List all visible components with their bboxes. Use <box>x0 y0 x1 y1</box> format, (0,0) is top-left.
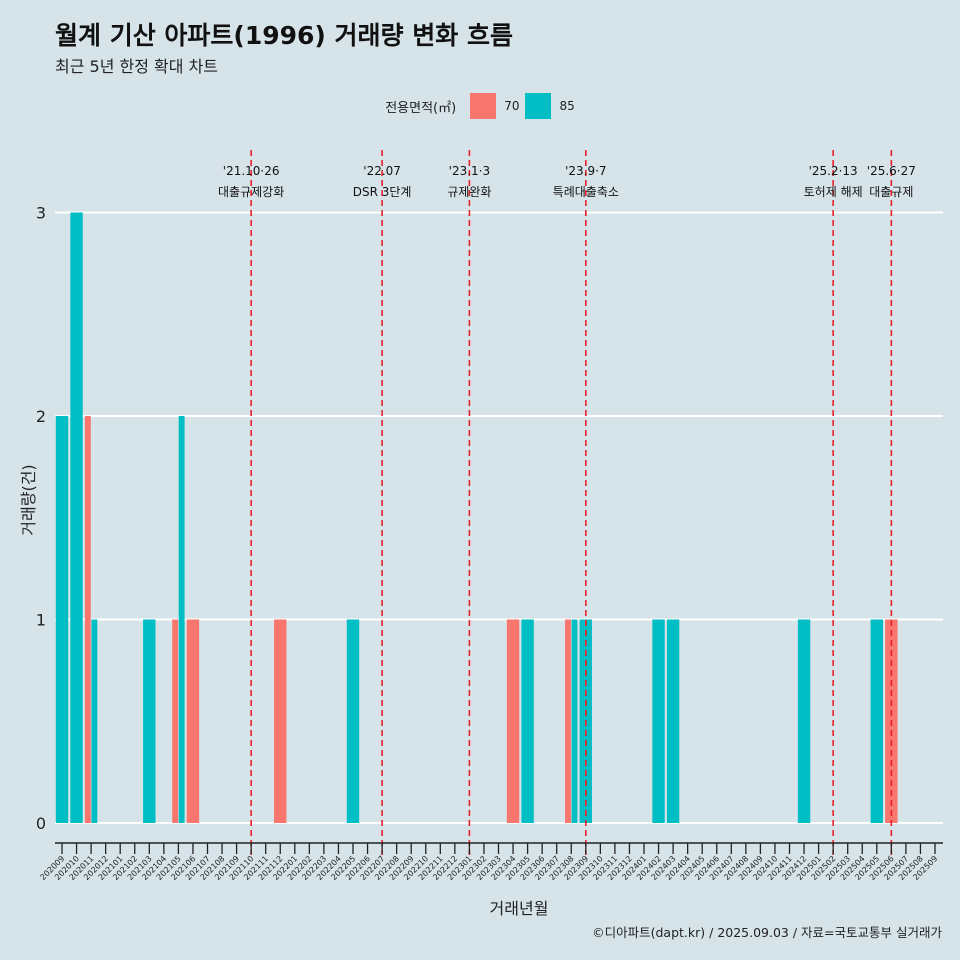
bar-70-202308 <box>565 619 571 823</box>
event-label-202207-0: '22.07 <box>363 164 401 178</box>
bar-85-202308 <box>571 619 578 823</box>
legend-item-70: 70 <box>470 93 519 119</box>
source-caption: ©디아파트(dapt.kr) / 2025.09.03 / 자료=국토교통부 실… <box>592 925 942 940</box>
event-label-202110-1: 대출규제강화 <box>218 185 284 199</box>
chart-title: 월계 기산 아파트(1996) 거래량 변화 흐름 <box>55 21 513 50</box>
legend-label-85: 85 <box>559 99 575 113</box>
legend-swatch-85 <box>525 93 552 119</box>
bar-70-202106 <box>186 619 200 823</box>
bar-85-202011 <box>91 619 98 823</box>
event-label-202506-0: '25.6·27 <box>867 164 916 178</box>
bar-85-202412 <box>797 619 811 823</box>
legend-title: 전용면적(㎡) <box>385 100 457 116</box>
event-label-202301-0: '23.1·3 <box>449 164 490 178</box>
bar-85-202010 <box>70 212 83 823</box>
bar-70-202112 <box>274 619 287 823</box>
bar-70-202304 <box>506 619 520 823</box>
event-label-202110-0: '21.10·26 <box>223 164 280 178</box>
event-label-202207-1: DSR 3단계 <box>353 185 412 199</box>
bar-85-202402 <box>652 619 665 823</box>
y-tick-label-3: 3 <box>36 204 46 223</box>
legend-item-85: 85 <box>525 93 575 119</box>
y-tick-label-2: 2 <box>36 407 46 426</box>
legend-label-70: 70 <box>504 99 520 113</box>
bar-85-202505 <box>870 619 883 823</box>
bar-85-202305 <box>521 619 534 823</box>
y-tick-label-0: 0 <box>36 814 46 833</box>
y-axis-title: 거래량(건) <box>19 464 38 535</box>
legend: 전용면적(㎡) 70 85 <box>0 93 960 119</box>
bar-85-202403 <box>666 619 680 823</box>
bar-85-202105 <box>178 416 185 823</box>
bar-85-202009 <box>55 416 69 823</box>
event-label-202309-0: '23.9·7 <box>565 164 606 178</box>
event-label-202301-1: 규제완화 <box>447 185 491 199</box>
event-label-202502-0: '25.2·13 <box>809 164 858 178</box>
x-axis-title: 거래년월 <box>490 899 549 918</box>
event-label-202502-1: 토허제 해제 <box>804 185 863 199</box>
bar-85-202103 <box>143 619 156 823</box>
bar-85-202205 <box>346 619 360 823</box>
event-label-202309-1: 특례대출축소 <box>553 185 619 199</box>
legend-swatch-70 <box>470 93 497 119</box>
y-tick-label-1: 1 <box>36 611 46 630</box>
event-label-202506-1: 대출규제 <box>869 185 913 199</box>
bar-70-202105 <box>172 619 179 823</box>
bar-70-202011 <box>84 416 91 823</box>
chart-subtitle: 최근 5년 한정 확대 차트 <box>55 57 219 76</box>
